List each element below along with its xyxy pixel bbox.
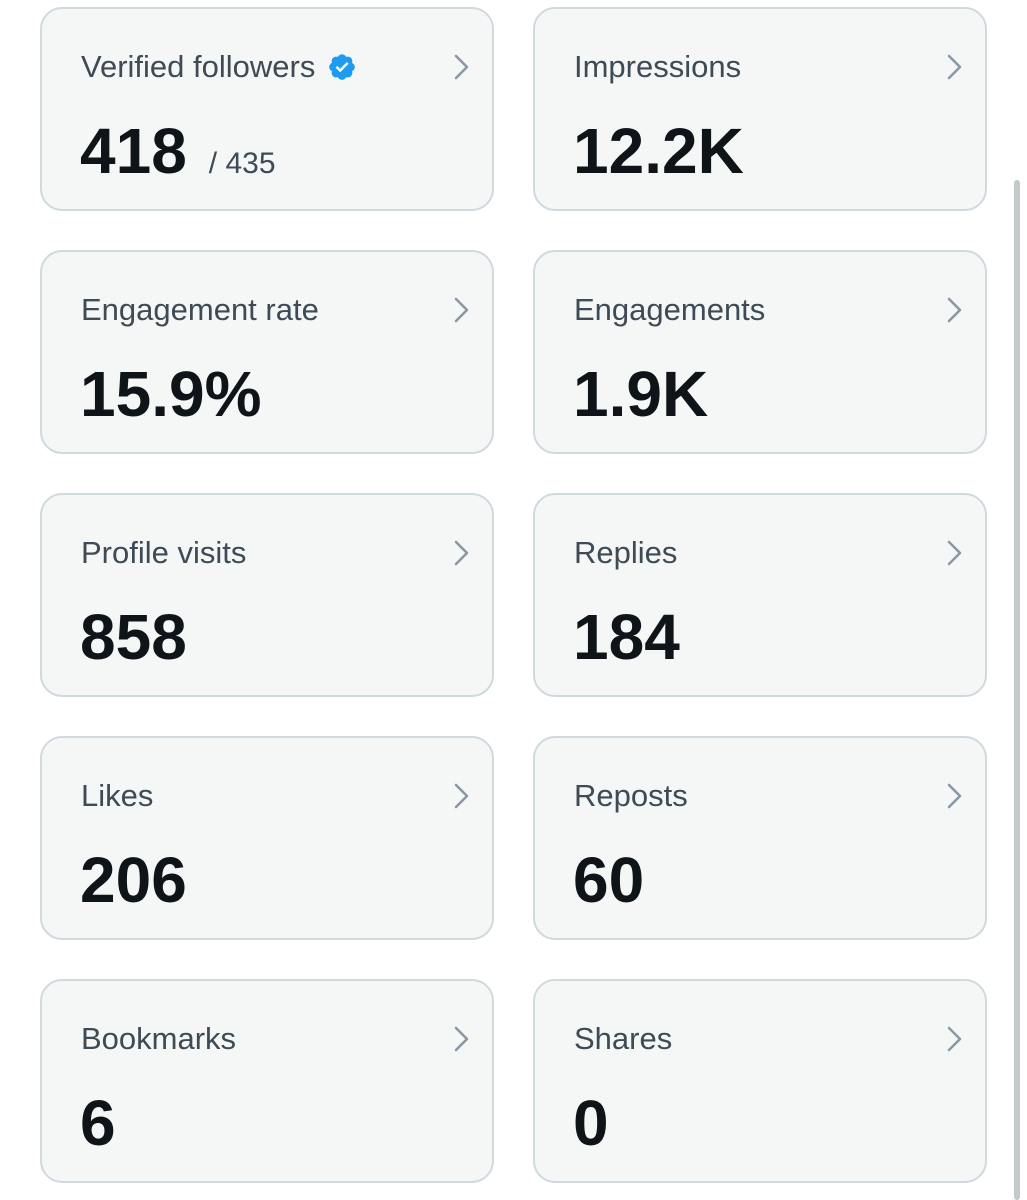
card-value: 858 xyxy=(80,601,187,673)
card-value-row: 206 xyxy=(80,842,187,918)
card-value-row: 0 xyxy=(573,1085,609,1161)
card-value: 15.9% xyxy=(80,358,262,430)
card-value: 418 xyxy=(80,115,187,187)
card-title-label: Replies xyxy=(574,535,678,570)
card-value-row: 15.9% xyxy=(80,356,261,432)
card-subvalue: / 435 xyxy=(208,147,276,180)
chevron-right-icon xyxy=(454,783,469,809)
card-title: Bookmarks xyxy=(81,1021,236,1057)
card-verified-followers[interactable]: Verified followers 418 / 435 xyxy=(40,7,494,211)
verified-badge-icon xyxy=(329,54,356,80)
card-title: Impressions xyxy=(574,49,741,85)
chevron-right-icon xyxy=(947,783,962,809)
card-value: 60 xyxy=(573,844,645,916)
chevron-right-icon xyxy=(947,297,962,323)
card-title: Likes xyxy=(81,778,153,814)
card-title: Engagements xyxy=(574,292,765,328)
chevron-right-icon xyxy=(947,54,962,80)
card-title: Profile visits xyxy=(81,535,246,571)
card-likes[interactable]: Likes 206 xyxy=(40,736,494,940)
card-profile-visits[interactable]: Profile visits 858 xyxy=(40,493,494,697)
card-value: 1.9K xyxy=(573,358,709,430)
card-title: Verified followers xyxy=(81,49,357,85)
card-value: 0 xyxy=(573,1087,609,1159)
card-title: Engagement rate xyxy=(81,292,319,328)
card-value: 206 xyxy=(80,844,187,916)
card-title-label: Impressions xyxy=(574,49,742,84)
card-title: Reposts xyxy=(574,778,688,814)
card-value-row: 12.2K xyxy=(573,113,744,189)
metrics-grid: Verified followers 418 / 435 Impressions xyxy=(40,7,987,1183)
card-engagements[interactable]: Engagements 1.9K xyxy=(533,250,987,454)
chevron-right-icon xyxy=(947,1026,962,1052)
chevron-right-icon xyxy=(454,54,469,80)
card-title-label: Profile visits xyxy=(81,535,247,570)
card-reposts[interactable]: Reposts 60 xyxy=(533,736,987,940)
card-title-label: Likes xyxy=(81,778,154,813)
card-title-label: Verified followers xyxy=(81,49,316,84)
card-bookmarks[interactable]: Bookmarks 6 xyxy=(40,979,494,1183)
card-replies[interactable]: Replies 184 xyxy=(533,493,987,697)
card-title-label: Shares xyxy=(574,1021,673,1056)
chevron-right-icon xyxy=(454,1026,469,1052)
card-engagement-rate[interactable]: Engagement rate 15.9% xyxy=(40,250,494,454)
card-title-label: Bookmarks xyxy=(81,1021,237,1056)
card-value: 12.2K xyxy=(573,115,744,187)
card-value-row: 1.9K xyxy=(573,356,708,432)
card-title: Replies xyxy=(574,535,677,571)
chevron-right-icon xyxy=(454,297,469,323)
card-value-row: 858 xyxy=(80,599,187,675)
card-value: 184 xyxy=(573,601,680,673)
chevron-right-icon xyxy=(454,540,469,566)
card-title-label: Engagement rate xyxy=(81,292,319,327)
card-title-label: Reposts xyxy=(574,778,688,813)
scrollbar[interactable] xyxy=(1014,180,1020,1200)
chevron-right-icon xyxy=(947,540,962,566)
card-impressions[interactable]: Impressions 12.2K xyxy=(533,7,987,211)
card-shares[interactable]: Shares 0 xyxy=(533,979,987,1183)
card-value-row: 184 xyxy=(573,599,680,675)
card-value-row: 418 / 435 xyxy=(80,113,276,189)
card-value: 6 xyxy=(80,1087,116,1159)
card-title: Shares xyxy=(574,1021,672,1057)
card-value-row: 60 xyxy=(573,842,644,918)
card-value-row: 6 xyxy=(80,1085,116,1161)
card-title-label: Engagements xyxy=(574,292,766,327)
